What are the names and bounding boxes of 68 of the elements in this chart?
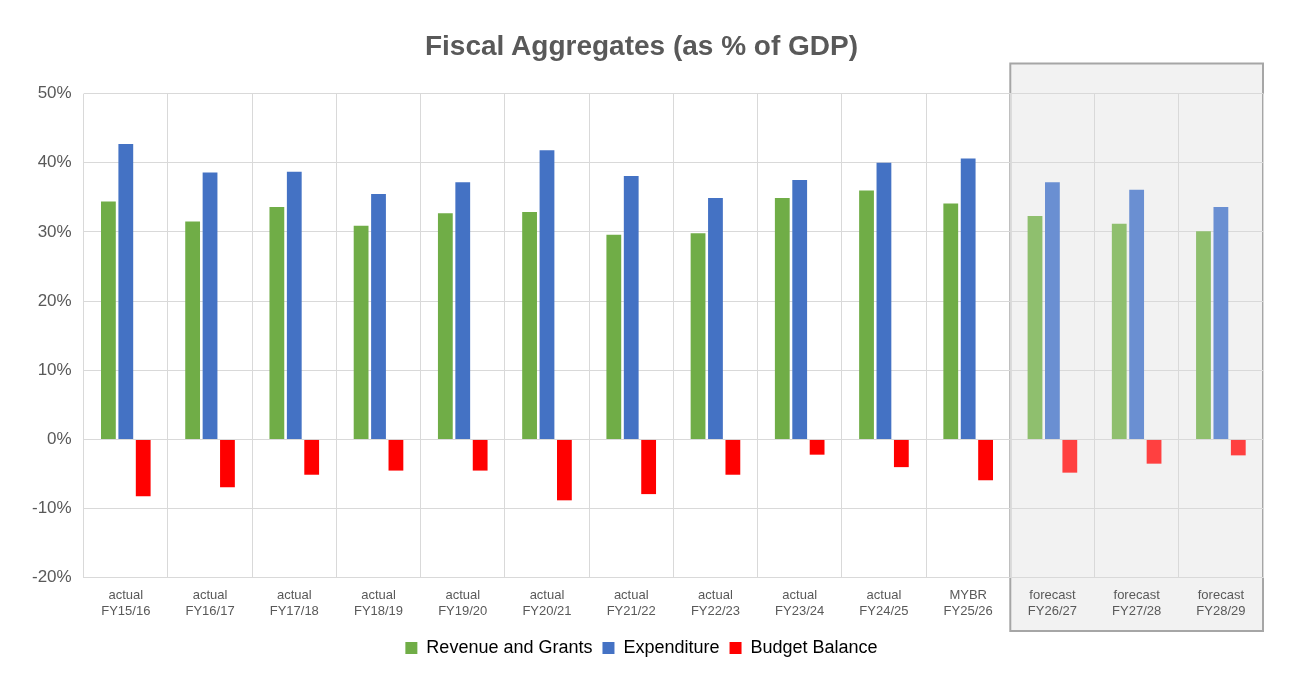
- bar: [893, 439, 909, 468]
- x-tick-label: forecast FY27/28: [1112, 587, 1162, 618]
- x-tick-label: actual FY16/17: [185, 587, 235, 618]
- bar: [353, 225, 369, 439]
- y-tick-label: 30%: [37, 221, 72, 241]
- y-tick-label: 20%: [37, 290, 72, 310]
- bar: [557, 439, 572, 501]
- bar: [118, 144, 134, 439]
- y-tick-label: 10%: [37, 359, 72, 379]
- bar: [1027, 216, 1043, 439]
- bar: [623, 175, 639, 439]
- bar: [1111, 223, 1127, 439]
- bar: [960, 158, 976, 439]
- bar: [876, 162, 892, 439]
- bar: [135, 439, 151, 497]
- bar: [792, 180, 808, 439]
- bar: [437, 213, 453, 439]
- bar: [1213, 207, 1229, 439]
- bar: [1146, 439, 1162, 464]
- x-tick-label: actual FY20/21: [522, 587, 572, 618]
- bar: [1129, 189, 1145, 439]
- x-tick-label: forecast FY26/27: [1027, 587, 1077, 618]
- y-tick-label: -20%: [32, 567, 72, 587]
- bar: [539, 150, 555, 439]
- chart-title: Fiscal Aggregates (as % of GDP): [424, 29, 859, 61]
- bar: [388, 439, 404, 471]
- bar: [101, 201, 116, 439]
- bar: [472, 439, 488, 471]
- bar: [641, 439, 657, 495]
- bar: [1196, 231, 1211, 439]
- bar: [522, 211, 537, 439]
- x-tick-label: actual FY22/23: [690, 587, 741, 618]
- bar: [1230, 439, 1246, 456]
- x-tick-label: forecast FY28/29: [1196, 587, 1246, 618]
- legend-label: Expenditure: [623, 636, 720, 657]
- bar: [269, 207, 285, 439]
- bar: [809, 439, 825, 455]
- bar: [455, 182, 471, 439]
- bar: [286, 171, 302, 439]
- bar: [978, 439, 993, 481]
- legend-label: Budget Balance: [750, 636, 878, 657]
- y-tick-label: 0%: [47, 429, 72, 449]
- legend-label: Revenue and Grants: [426, 636, 593, 657]
- x-tick-label: actual FY17/18: [269, 587, 319, 618]
- bar: [185, 221, 201, 439]
- bar: [943, 203, 959, 439]
- x-tick-label: MYBR FY25/26: [943, 587, 993, 618]
- bar: [1045, 182, 1060, 439]
- x-tick-label: actual FY21/22: [606, 587, 656, 618]
- bar: [220, 439, 235, 488]
- y-tick-label: -10%: [32, 498, 72, 518]
- bar: [371, 193, 386, 439]
- x-tick-label: actual FY18/19: [353, 587, 404, 618]
- bar: [304, 439, 320, 475]
- bar: [202, 172, 218, 439]
- bar: [859, 190, 874, 439]
- y-tick-label: 50%: [37, 83, 72, 103]
- bar: [690, 233, 706, 439]
- bar: [725, 439, 741, 475]
- bar: [1062, 439, 1078, 473]
- x-tick-label: actual FY15/16: [101, 587, 151, 618]
- bar: [708, 198, 723, 439]
- bar: [774, 198, 790, 439]
- bar: [606, 234, 622, 439]
- x-tick-label: actual FY23/24: [775, 587, 825, 618]
- y-tick-label: 40%: [37, 152, 72, 172]
- x-tick-label: actual FY24/25: [859, 587, 909, 618]
- x-tick-label: actual FY19/20: [438, 587, 488, 618]
